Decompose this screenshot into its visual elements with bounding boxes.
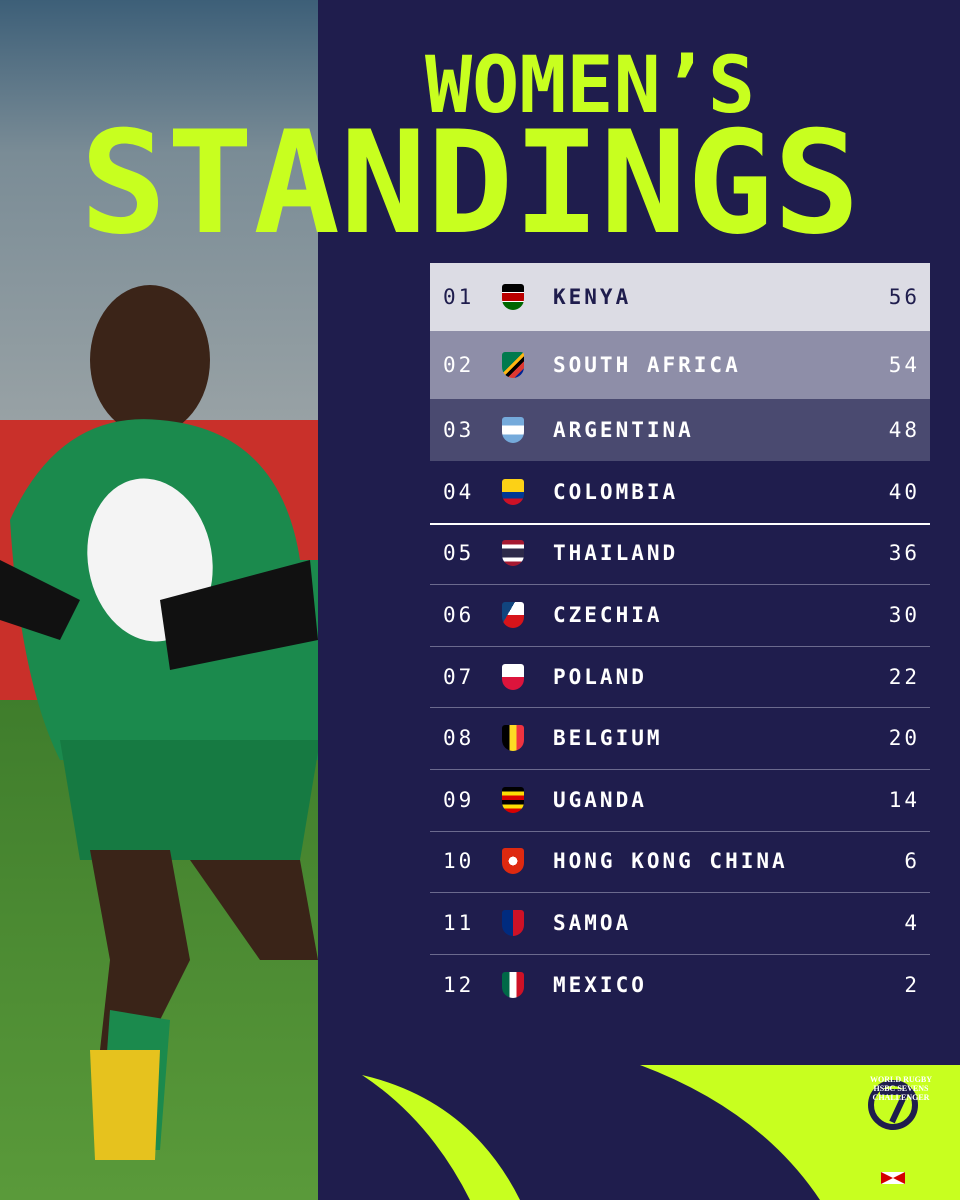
points: 40 [888, 479, 920, 504]
flag [502, 848, 524, 875]
rank: 09 [443, 787, 475, 812]
points: 20 [888, 726, 920, 751]
standing-row: 05 THAILAND 36 [430, 523, 930, 585]
flag [502, 352, 524, 378]
team-name: HONG KONG CHINA [553, 849, 788, 874]
team-name: SOUTH AFRICA [553, 353, 741, 377]
flag [502, 540, 524, 567]
rank: 07 [443, 664, 475, 689]
team-name: KENYA [553, 285, 632, 309]
team-name: BELGIUM [553, 726, 663, 751]
rank: 05 [443, 541, 475, 566]
rank: 04 [443, 479, 475, 504]
standing-row: 07 POLAND 22 [430, 646, 930, 708]
standing-row: 03 ARGENTINA 48 [430, 399, 930, 461]
flag [502, 725, 524, 752]
logo-line: CHALLENGER [872, 1093, 930, 1102]
team-name: ARGENTINA [553, 418, 694, 442]
standings-panel [318, 0, 960, 1200]
standing-row: 08 BELGIUM 20 [430, 707, 930, 769]
rank: 01 [443, 285, 475, 309]
standing-row: 09 UGANDA 14 [430, 769, 930, 831]
points: 56 [888, 285, 920, 309]
points: 48 [888, 418, 920, 442]
rank: 12 [443, 972, 475, 997]
flag [502, 478, 524, 505]
flag [502, 601, 524, 628]
row-separator [430, 707, 930, 709]
row-separator [430, 892, 930, 894]
team-name: COLOMBIA [553, 479, 679, 504]
team-name: MEXICO [553, 972, 647, 997]
rank: 02 [443, 353, 475, 377]
standing-row: 12 MEXICO 2 [430, 954, 930, 1016]
player-photo [0, 0, 318, 1200]
standing-row: 06 CZECHIA 30 [430, 584, 930, 646]
rank: 11 [443, 910, 475, 935]
rank: 03 [443, 418, 475, 442]
standing-row: 04 COLOMBIA 40 [430, 461, 930, 523]
title-line2: STANDINGS [80, 101, 860, 266]
row-separator [430, 769, 930, 770]
points: 14 [888, 787, 920, 812]
row-separator [430, 645, 930, 647]
points: 6 [904, 849, 920, 874]
row-separator [430, 522, 930, 525]
flag [502, 971, 524, 998]
flag [502, 284, 524, 310]
row-separator [430, 953, 930, 955]
points: 36 [888, 541, 920, 566]
flag [502, 417, 524, 443]
team-name: POLAND [553, 664, 647, 689]
points: 22 [888, 664, 920, 689]
standing-row: 10 HONG KONG CHINA 6 [430, 831, 930, 893]
logo-line: WORLD RUGBY [869, 1075, 932, 1084]
rank: 06 [443, 602, 475, 627]
logo: WORLD RUGBY HSBC SEVENS CHALLENGER [866, 1075, 936, 1102]
title-line1: WOMEN’S [425, 41, 755, 131]
team-name: UGANDA [553, 787, 647, 812]
team-name: THAILAND [553, 541, 679, 566]
row-separator [430, 830, 930, 832]
points: 2 [904, 972, 920, 997]
rank: 08 [443, 726, 475, 751]
standing-row: 01 KENYA 56 [430, 263, 930, 331]
standing-row: 11 SAMOA 4 [430, 892, 930, 954]
team-name: SAMOA [553, 910, 632, 935]
standing-row: 02 SOUTH AFRICA 54 [430, 331, 930, 399]
points: 54 [888, 353, 920, 377]
flag [502, 909, 524, 936]
flag [502, 786, 524, 813]
points: 30 [888, 602, 920, 627]
points: 4 [904, 910, 920, 935]
team-name: CZECHIA [553, 602, 663, 627]
row-separator [430, 584, 930, 586]
logo-line: HSBC SEVENS [873, 1084, 929, 1093]
rank: 10 [443, 849, 475, 874]
flag [502, 663, 524, 690]
